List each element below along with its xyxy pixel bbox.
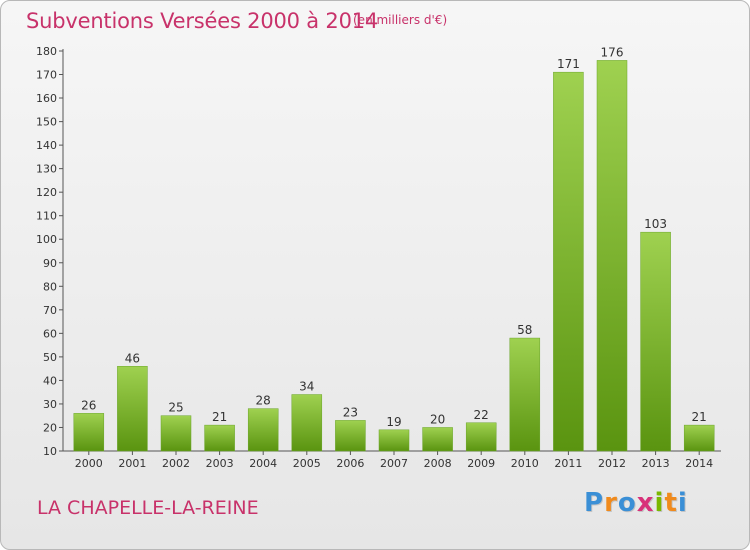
bar-value-label: 58 bbox=[517, 323, 532, 337]
x-tick-label: 2013 bbox=[642, 457, 670, 470]
bar bbox=[683, 424, 715, 452]
bar-value-label: 28 bbox=[256, 394, 271, 408]
y-tick-label: 160 bbox=[36, 92, 57, 105]
bar-value-label: 46 bbox=[125, 351, 140, 365]
bar bbox=[73, 413, 105, 452]
logo-letter: i bbox=[677, 488, 688, 518]
unit-note: (en milliers d'€) bbox=[353, 13, 448, 27]
proxiti-logo: Proxiti bbox=[584, 488, 688, 518]
y-tick-label: 80 bbox=[43, 280, 57, 293]
bar-value-label: 34 bbox=[299, 380, 314, 394]
x-tick-label: 2004 bbox=[249, 457, 277, 470]
y-tick-label: 130 bbox=[36, 163, 57, 176]
y-tick-label: 90 bbox=[43, 257, 57, 270]
x-tick-label: 2008 bbox=[424, 457, 452, 470]
x-tick-label: 2006 bbox=[336, 457, 364, 470]
y-tick-label: 180 bbox=[36, 45, 57, 58]
bar bbox=[465, 422, 497, 452]
bar bbox=[335, 420, 366, 452]
bar-value-label: 20 bbox=[430, 412, 445, 426]
x-tick-label: 2003 bbox=[206, 457, 234, 470]
bar bbox=[378, 429, 410, 452]
x-tick-label: 2010 bbox=[511, 457, 539, 470]
bar-value-label: 22 bbox=[474, 408, 489, 422]
bar bbox=[422, 427, 453, 452]
bar-value-label: 171 bbox=[557, 57, 580, 71]
y-tick-label: 100 bbox=[36, 233, 57, 246]
x-tick-label: 2005 bbox=[293, 457, 321, 470]
y-tick-label: 150 bbox=[36, 116, 57, 129]
bar bbox=[553, 71, 584, 452]
y-tick-label: 30 bbox=[43, 398, 57, 411]
y-tick-label: 50 bbox=[43, 351, 57, 364]
y-tick-label: 60 bbox=[43, 327, 57, 340]
y-tick-label: 120 bbox=[36, 186, 57, 199]
bar bbox=[160, 415, 192, 452]
bar bbox=[117, 366, 148, 452]
logo-letter: r bbox=[604, 488, 618, 518]
bar-value-label: 103 bbox=[644, 217, 667, 231]
bar-value-label: 19 bbox=[386, 415, 401, 429]
commune-name: LA CHAPELLE-LA-REINE bbox=[37, 497, 259, 519]
chart-title: Subventions Versées 2000 à 2014 bbox=[26, 9, 379, 33]
logo-letter: o bbox=[617, 488, 637, 518]
bar bbox=[204, 424, 235, 452]
logo-letter: x bbox=[636, 488, 655, 518]
y-tick-label: 170 bbox=[36, 69, 57, 82]
x-tick-label: 2007 bbox=[380, 457, 408, 470]
bar bbox=[640, 231, 671, 452]
x-tick-label: 2014 bbox=[685, 457, 713, 470]
bar bbox=[247, 408, 279, 452]
logo-letter: i bbox=[654, 488, 665, 518]
x-tick-label: 2002 bbox=[162, 457, 190, 470]
bar-value-label: 23 bbox=[343, 405, 358, 419]
bar-value-label: 176 bbox=[601, 45, 624, 59]
bar-value-label: 21 bbox=[692, 410, 707, 424]
bar-value-label: 25 bbox=[168, 401, 183, 415]
x-tick-label: 2000 bbox=[75, 457, 103, 470]
bar bbox=[509, 337, 541, 452]
bar bbox=[596, 60, 628, 452]
logo-letter: t bbox=[664, 488, 678, 518]
logo-letter: P bbox=[584, 488, 605, 518]
y-tick-label: 40 bbox=[43, 374, 57, 387]
y-tick-label: 110 bbox=[36, 210, 57, 223]
y-tick-label: 10 bbox=[43, 445, 57, 458]
x-tick-label: 2001 bbox=[118, 457, 146, 470]
bar bbox=[291, 394, 323, 452]
y-tick-label: 70 bbox=[43, 304, 57, 317]
bar-value-label: 26 bbox=[81, 398, 96, 412]
x-tick-label: 2011 bbox=[554, 457, 582, 470]
x-tick-label: 2012 bbox=[598, 457, 626, 470]
y-tick-label: 140 bbox=[36, 139, 57, 152]
x-tick-label: 2009 bbox=[467, 457, 495, 470]
bar-value-label: 21 bbox=[212, 410, 227, 424]
y-tick-label: 20 bbox=[43, 421, 57, 434]
